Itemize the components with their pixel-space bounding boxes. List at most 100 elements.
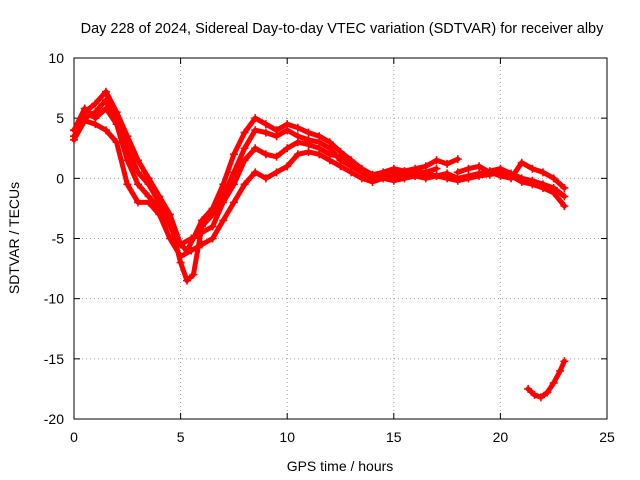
data-point xyxy=(325,156,334,165)
data-point xyxy=(443,174,452,183)
data-point xyxy=(123,180,132,189)
data-point xyxy=(475,162,484,171)
data-point xyxy=(543,388,552,397)
data-point xyxy=(91,99,100,108)
data-point xyxy=(155,210,164,219)
x-tick-label: 15 xyxy=(386,429,402,445)
data-point xyxy=(379,174,388,183)
data-point xyxy=(347,168,356,177)
series-track-late xyxy=(524,357,569,402)
data-point xyxy=(549,378,558,387)
data-point xyxy=(70,135,78,144)
y-axis-label: SDTVAR / TECUs xyxy=(6,182,22,294)
data-point xyxy=(133,198,142,207)
data-point xyxy=(517,177,526,186)
data-point xyxy=(432,156,441,165)
data-point xyxy=(251,168,260,177)
x-tick-label: 0 xyxy=(70,429,78,445)
data-point xyxy=(283,162,292,171)
data-point xyxy=(293,150,302,159)
data-point xyxy=(336,162,345,171)
data-point xyxy=(536,393,545,402)
data-point xyxy=(208,234,217,243)
y-tick-label: -5 xyxy=(52,231,65,247)
data-point xyxy=(101,104,110,113)
data-point xyxy=(485,168,494,177)
series-track-5 xyxy=(453,158,569,192)
data-point xyxy=(283,144,292,153)
data-point xyxy=(182,276,191,285)
data-point xyxy=(453,155,462,164)
axis-ticks: 0 5 10 15 20 25 -20 -15 -10 -5 0 5 10 xyxy=(44,50,615,445)
data-point xyxy=(189,270,198,279)
data-point xyxy=(368,177,377,186)
data-point xyxy=(251,126,260,135)
data-point xyxy=(496,171,505,180)
x-tick-label: 25 xyxy=(599,429,615,445)
data-point xyxy=(229,180,238,189)
data-point xyxy=(528,164,537,173)
data-point xyxy=(240,144,249,153)
data-point xyxy=(453,168,462,177)
data-point xyxy=(293,138,302,147)
y-tick-label: 0 xyxy=(56,170,64,186)
data-point xyxy=(240,128,249,137)
data-point xyxy=(229,198,238,207)
data-point xyxy=(549,188,558,197)
data-point xyxy=(432,171,441,180)
data-point xyxy=(219,216,228,225)
data-point xyxy=(517,158,526,167)
chart-title: Day 228 of 2024, Sidereal Day-to-day VTE… xyxy=(81,21,605,37)
x-axis-label: GPS time / hours xyxy=(287,458,394,474)
data-point xyxy=(101,126,110,135)
data-point xyxy=(176,240,185,249)
data-point xyxy=(240,180,249,189)
data-point xyxy=(283,126,292,135)
data-point xyxy=(539,183,548,192)
data-point xyxy=(560,202,569,211)
data-point xyxy=(197,228,206,237)
data-point xyxy=(556,366,565,375)
x-tick-label: 5 xyxy=(177,429,185,445)
data-point xyxy=(336,152,345,161)
data-point xyxy=(176,252,185,261)
data-point xyxy=(304,128,313,137)
data-point xyxy=(261,120,270,129)
series-track-4 xyxy=(70,116,569,261)
data-point xyxy=(144,198,153,207)
data-point xyxy=(293,123,302,132)
data-point xyxy=(272,152,281,161)
data-point xyxy=(240,156,249,165)
data-point xyxy=(304,147,313,156)
data-point xyxy=(80,104,89,113)
data-point xyxy=(475,171,484,180)
data-point xyxy=(229,150,238,159)
data-point xyxy=(144,180,153,189)
data-point xyxy=(208,222,217,231)
data-point xyxy=(272,132,281,141)
data-point xyxy=(80,116,89,125)
data-point xyxy=(251,144,260,153)
data-point xyxy=(507,174,516,183)
data-point xyxy=(539,168,548,177)
data-point xyxy=(165,234,174,243)
data-point xyxy=(101,87,110,96)
data-point xyxy=(560,183,569,192)
data-point xyxy=(187,246,196,255)
data-point xyxy=(389,176,398,185)
data-point xyxy=(421,174,430,183)
data-point xyxy=(219,198,228,207)
data-point xyxy=(123,156,132,165)
data-point xyxy=(304,140,313,149)
data-point xyxy=(357,174,366,183)
data-point xyxy=(453,176,462,185)
data-point xyxy=(411,171,420,180)
data-point xyxy=(530,390,539,399)
y-tick-label: 5 xyxy=(56,110,64,126)
data-point xyxy=(528,180,537,189)
data-point xyxy=(549,174,558,183)
data-point xyxy=(187,234,196,243)
x-tick-label: 20 xyxy=(493,429,509,445)
data-point xyxy=(272,168,281,177)
